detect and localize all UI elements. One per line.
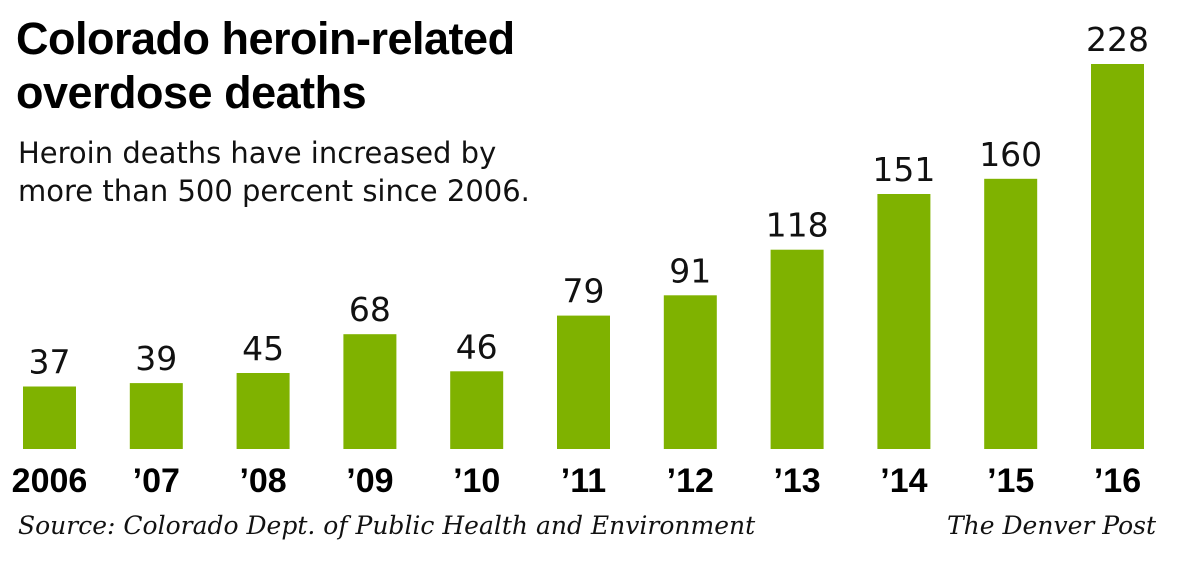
bar-2	[236, 373, 290, 449]
bar-value-label-7: 118	[766, 206, 829, 245]
bar-0	[23, 386, 76, 449]
bar-8	[877, 194, 931, 449]
publisher-credit: The Denver Post	[946, 511, 1156, 540]
x-tick-label-7: ’13	[773, 462, 820, 500]
chart-title: Colorado heroin-related overdose deaths	[16, 13, 515, 118]
x-tick-label-10: ’16	[1094, 462, 1141, 500]
value-labels-group: 37 39 45 68 46 79 91 118 151 160 228	[29, 20, 1150, 382]
x-tick-label-6: ’12	[667, 462, 714, 500]
x-tick-label-8: ’14	[880, 462, 927, 500]
bar-value-label-10: 228	[1086, 20, 1149, 59]
bar-value-label-6: 91	[669, 251, 711, 290]
bars-group	[23, 64, 1144, 450]
bar-value-label-1: 39	[135, 339, 177, 378]
bar-7	[770, 249, 824, 449]
bar-9	[984, 178, 1038, 450]
bar-value-label-8: 151	[872, 150, 935, 189]
bar-value-label-3: 68	[349, 290, 391, 329]
x-tick-labels-group: 2006 ’07 ’08 ’09 ’10 ’11 ’12 ’13 ’14 ’15 ’16	[12, 462, 1141, 500]
x-tick-label-1: ’07	[133, 462, 180, 500]
chart-subtitle: Heroin deaths have increased by more tha…	[18, 136, 530, 208]
bar-value-label-4: 46	[456, 327, 498, 366]
bar-10	[1091, 64, 1144, 449]
x-tick-label-3: ’09	[346, 462, 393, 500]
source-note: Source: Colorado Dept. of Public Health …	[18, 511, 756, 540]
bar-value-label-2: 45	[242, 329, 284, 368]
x-tick-label-9: ’15	[987, 462, 1034, 500]
x-tick-label-2: ’08	[239, 462, 286, 500]
bar-1	[129, 383, 183, 449]
bar-5	[557, 315, 610, 449]
bar-4	[450, 371, 504, 449]
bar-6	[663, 295, 717, 449]
bar-value-label-0: 37	[29, 343, 71, 382]
x-tick-label-0: 2006	[12, 462, 88, 500]
x-tick-label-5: ’11	[561, 462, 606, 500]
x-tick-label-4: ’10	[453, 462, 500, 500]
bar-value-label-5: 79	[563, 272, 605, 311]
bar-value-label-9: 160	[979, 135, 1042, 174]
bar-3	[343, 334, 397, 449]
